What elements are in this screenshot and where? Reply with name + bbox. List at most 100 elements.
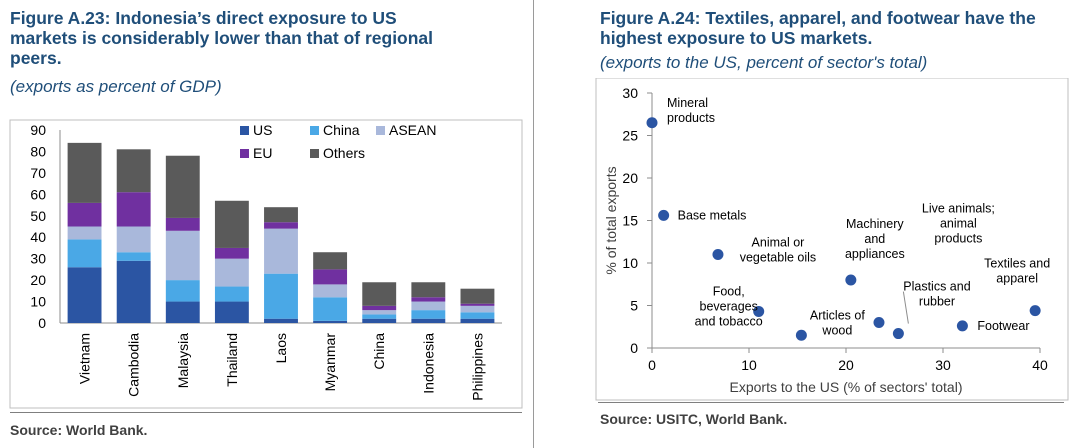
figure-a24-panel: Figure A.24: Textiles, apparel, and foot…: [592, 0, 1074, 448]
bar-segment-others: [214, 200, 249, 248]
figure-a24-title-line: highest exposure to US markets.: [600, 28, 873, 48]
point-label-line: Food,: [713, 284, 745, 298]
point-label: Machinery and appliances: [845, 217, 905, 261]
point-label-line: wood: [821, 323, 852, 337]
y-tick-label: 25: [622, 128, 638, 144]
bar-segment-eu: [313, 269, 348, 285]
point-label-line: rubber: [919, 295, 955, 309]
point-label-line: vegetable oils: [740, 251, 816, 265]
y-tick-label: 10: [622, 255, 638, 271]
y-tick-label: 60: [30, 186, 46, 202]
bar-segment-eu: [411, 297, 446, 302]
point-label-line: apparel: [996, 272, 1038, 286]
x-tick-label: Myanmar: [322, 333, 338, 392]
bar-segment-asean: [362, 310, 397, 315]
bar-segment-others: [362, 282, 397, 306]
figure-a24-title-line: Figure A.24: Textiles, apparel, and foot…: [600, 8, 1036, 28]
point-label-line: Machinery: [846, 217, 904, 231]
scatter-point: [646, 117, 658, 129]
figure-a23-source: Source: World Bank.: [10, 422, 148, 438]
figure-a23-subtitle: (exports as percent of GDP): [10, 77, 222, 96]
legend-swatch-us: [240, 126, 249, 135]
scatter-point: [892, 328, 904, 340]
scatter-chart: 0 5 10 15 20 25 30 0 10 20 30 40 Exports to the US (…: [595, 78, 1069, 401]
scatter-point: [845, 274, 857, 286]
y-tick-label: 50: [30, 208, 46, 224]
legend-label: ASEAN: [389, 122, 436, 138]
bar-segment-eu: [165, 217, 200, 231]
point-label-line: products: [667, 111, 715, 125]
bar-segment-asean: [214, 258, 249, 287]
y-tick-label: 15: [622, 213, 638, 229]
y-tick-label: 70: [30, 165, 46, 181]
figure-a24-title: Figure A.24: Textiles, apparel, and foot…: [600, 8, 1036, 48]
point-label: Animal or vegetable oils: [740, 236, 816, 265]
label-leader-line: [902, 291, 909, 324]
x-tick-label: 30: [935, 357, 951, 373]
panel-divider: [533, 0, 534, 448]
figure-a23-title-line: Figure A.23: Indonesia’s direct exposure…: [10, 8, 397, 28]
legend-swatch-china: [310, 126, 319, 135]
figure-a24-source: Source: USITC, World Bank.: [600, 411, 788, 427]
y-tick-label: 40: [30, 229, 46, 245]
legend-swatch-asean: [376, 126, 385, 135]
bar-segment-eu: [460, 303, 495, 306]
chart-frame: [595, 78, 1069, 401]
bar-segment-asean: [165, 230, 200, 281]
y-tick-label: 90: [30, 122, 46, 138]
chart-frame: [9, 119, 523, 409]
point-label-line: and: [864, 232, 885, 246]
y-tick-label: 0: [38, 315, 46, 331]
source-rule: [598, 402, 1064, 403]
x-tick-label: Malaysia: [175, 333, 191, 388]
scatter-point: [795, 329, 807, 341]
legend-label: EU: [253, 145, 272, 161]
bar-segment-asean: [264, 228, 298, 274]
y-tick-label: 5: [630, 298, 638, 314]
point-label-line: and tobacco: [695, 314, 763, 328]
bar-segment-china: [362, 314, 397, 319]
point-label: Textiles and apparel: [984, 257, 1050, 286]
bar-segment-others: [116, 149, 151, 193]
y-tick-label: 30: [622, 85, 638, 101]
figure-a24-subtitle: (exports to the US, percent of sector's …: [600, 53, 928, 72]
figure-a23-title-line: peers.: [10, 48, 62, 68]
x-tick-label: Laos: [273, 333, 289, 363]
point-label-line: beverages: [700, 299, 758, 313]
x-tick-label: 40: [1032, 357, 1048, 373]
bar-segment-us: [116, 260, 151, 323]
bar-segment-asean: [116, 226, 151, 253]
bar-segment-us: [264, 318, 298, 323]
point-label-line: Mineral: [667, 96, 708, 110]
point-label: Mineral products: [667, 96, 715, 125]
legend-label: China: [323, 122, 360, 138]
bar-segment-others: [460, 288, 495, 304]
figure-a23-title: Figure A.23: Indonesia’s direct exposure…: [10, 8, 433, 68]
y-tick-label: 10: [30, 294, 46, 310]
bar-segment-china: [116, 252, 151, 261]
point-label: Food, beverages and tobacco: [695, 284, 763, 328]
point-label: Footwear: [977, 319, 1029, 333]
bar-segment-others: [411, 282, 446, 298]
source-rule: [10, 412, 522, 413]
point-label-line: appliances: [845, 247, 905, 261]
bar-segment-asean: [313, 284, 348, 298]
stacked-bar-chart: 0 10 20 30 40 50 60 70 80 90 Vietnam Cambodia Malays…: [9, 119, 523, 409]
bar-segment-china: [460, 312, 495, 319]
bar-segment-us: [411, 318, 446, 323]
point-label-line: Textiles and: [984, 257, 1050, 271]
bar-segment-us: [214, 301, 249, 323]
x-tick-label: 10: [741, 357, 757, 373]
legend-label: Others: [323, 145, 365, 161]
scatter-point: [753, 305, 765, 317]
bar-segment-asean: [411, 301, 446, 311]
bar-segment-eu: [214, 247, 249, 259]
point-label: Base metals: [678, 208, 747, 222]
bar-segment-others: [67, 142, 102, 203]
bar-segment-others: [264, 207, 298, 223]
bar-segment-us: [460, 318, 495, 323]
figure-a23-panel: Figure A.23: Indonesia’s direct exposure…: [0, 0, 532, 448]
point-label-line: Footwear: [977, 319, 1029, 333]
point-label: Plastics and rubber: [903, 280, 970, 309]
x-tick-label: 20: [838, 357, 854, 373]
